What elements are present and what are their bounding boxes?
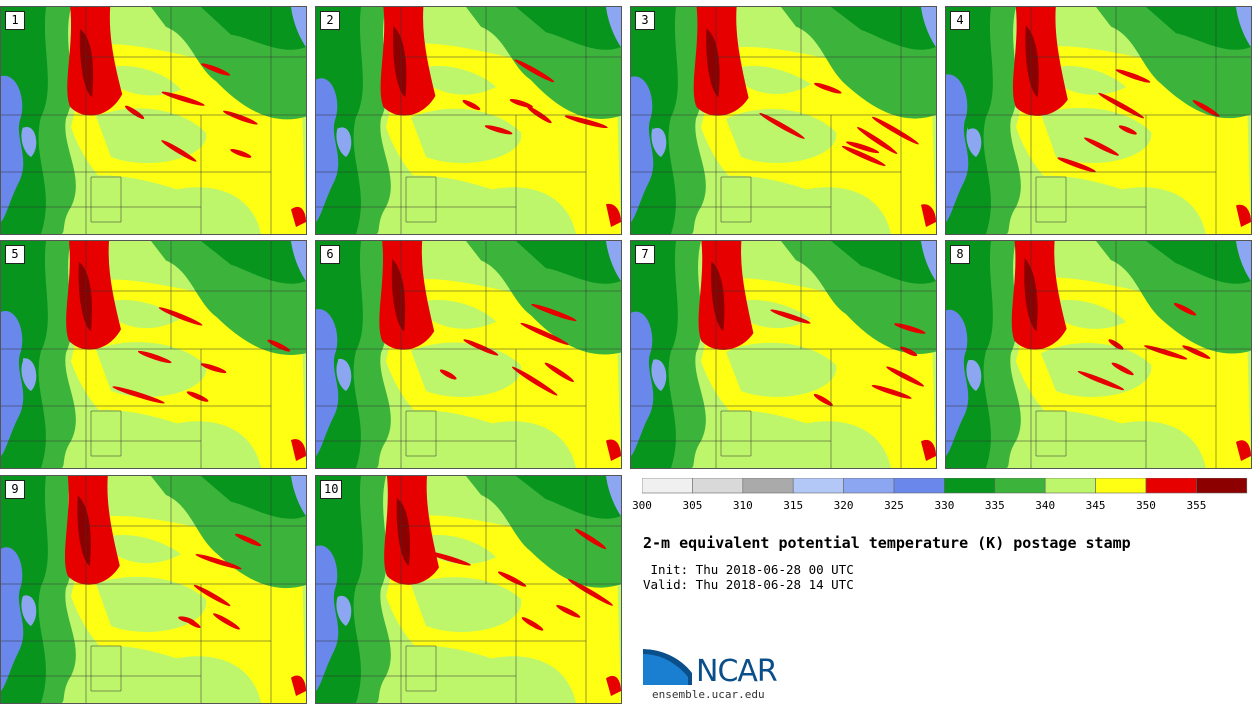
colorbar-bin-11 bbox=[1196, 478, 1248, 494]
colorbar-bin-5 bbox=[893, 478, 945, 494]
panel-number-label: 1 bbox=[5, 11, 25, 30]
colorbar-bin-10 bbox=[1145, 478, 1197, 494]
panel-number-label: 6 bbox=[320, 245, 340, 264]
colorbar-tick-300: 300 bbox=[632, 499, 652, 512]
panel-number-label: 7 bbox=[635, 245, 655, 264]
valid-time: Valid: Thu 2018-06-28 14 UTC bbox=[643, 577, 854, 592]
panel-member-4: 4 bbox=[945, 6, 1252, 235]
panel-member-1: 1 bbox=[0, 6, 307, 235]
panel-member-2: 2 bbox=[315, 6, 622, 235]
colorbar-bin-7 bbox=[994, 478, 1046, 494]
colorbar-bin-3 bbox=[792, 478, 844, 494]
colorbar-tick-350: 350 bbox=[1136, 499, 1156, 512]
panel-number-label: 2 bbox=[320, 11, 340, 30]
ncar-logo-icon bbox=[642, 647, 694, 685]
colorbar-tick-310: 310 bbox=[732, 499, 753, 512]
panel-number-label: 3 bbox=[635, 11, 655, 30]
colorbar-bin-8 bbox=[1044, 478, 1096, 494]
plot-title: 2-m equivalent potential temperature (K)… bbox=[643, 534, 1131, 552]
panel-number-label: 9 bbox=[5, 480, 25, 499]
panel-number-label: 4 bbox=[950, 11, 970, 30]
colorbar bbox=[642, 478, 1248, 494]
site-url: ensemble.ucar.edu bbox=[652, 688, 765, 701]
colorbar-bin-6 bbox=[944, 478, 996, 494]
colorbar-bin-4 bbox=[843, 478, 895, 494]
panel-member-6: 6 bbox=[315, 240, 622, 469]
panel-member-8: 8 bbox=[945, 240, 1252, 469]
colorbar-tick-325: 325 bbox=[884, 499, 904, 512]
colorbar-tick-330: 330 bbox=[934, 499, 955, 512]
colorbar-bin-1 bbox=[692, 478, 744, 494]
colorbar-bin-9 bbox=[1095, 478, 1147, 494]
colorbar-bin-2 bbox=[742, 478, 794, 494]
panel-member-3: 3 bbox=[630, 6, 937, 235]
panel-member-10: 10 bbox=[315, 475, 622, 704]
colorbar-bin-0 bbox=[642, 478, 693, 494]
init-time: Init: Thu 2018-06-28 00 UTC bbox=[643, 562, 854, 577]
ncar-logo-text: NCAR bbox=[696, 654, 778, 689]
colorbar-tick-340: 340 bbox=[1035, 499, 1056, 512]
panel-member-7: 7 bbox=[630, 240, 937, 469]
colorbar-tick-355: 355 bbox=[1186, 499, 1207, 512]
panel-number-label: 8 bbox=[950, 245, 970, 264]
colorbar-tick-320: 320 bbox=[833, 499, 854, 512]
panel-member-5: 5 bbox=[0, 240, 307, 469]
colorbar-tick-305: 305 bbox=[682, 499, 703, 512]
panel-number-label: 5 bbox=[5, 245, 25, 264]
colorbar-tick-315: 315 bbox=[783, 499, 804, 512]
panel-number-label: 10 bbox=[320, 480, 343, 499]
colorbar-tick-345: 345 bbox=[1085, 499, 1106, 512]
panel-member-9: 9 bbox=[0, 475, 307, 704]
colorbar-tick-335: 335 bbox=[984, 499, 1005, 512]
